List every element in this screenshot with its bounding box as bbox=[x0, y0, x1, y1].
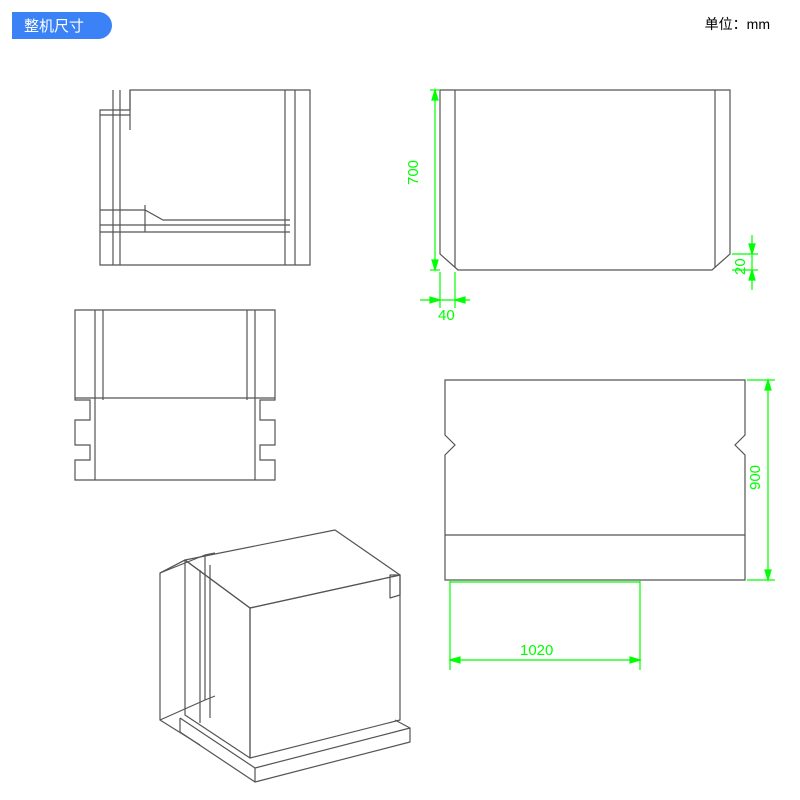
view-mid-left bbox=[75, 310, 275, 480]
dim-20: 20 bbox=[732, 258, 749, 275]
drawing-canvas: 700 40 20 bbox=[0, 0, 800, 800]
dim-40: 40 bbox=[438, 307, 455, 324]
view-top-left bbox=[100, 90, 310, 265]
dim-900: 900 bbox=[747, 465, 764, 490]
dim-1020: 1020 bbox=[520, 642, 553, 659]
view-top-right: 700 40 20 bbox=[405, 90, 758, 324]
view-mid-right: 900 1020 bbox=[445, 380, 775, 670]
dim-700: 700 bbox=[405, 160, 422, 185]
view-isometric bbox=[160, 530, 410, 782]
